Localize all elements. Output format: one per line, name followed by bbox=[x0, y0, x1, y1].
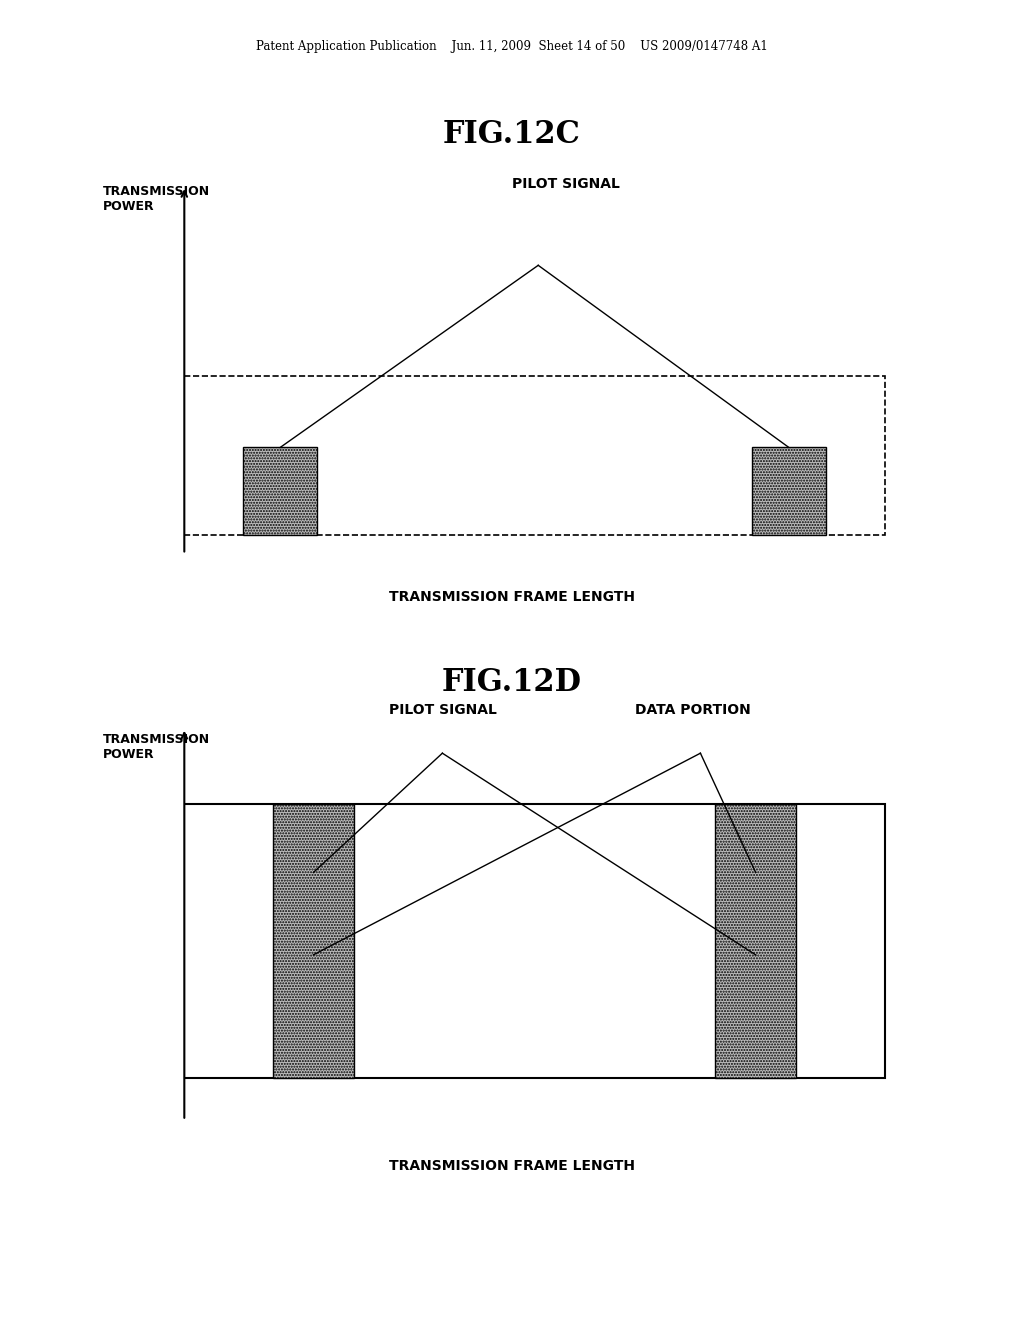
Text: TRANSMISSION
POWER: TRANSMISSION POWER bbox=[102, 185, 210, 213]
Text: TRANSMISSION FRAME LENGTH: TRANSMISSION FRAME LENGTH bbox=[389, 1159, 635, 1173]
Text: DATA PORTION: DATA PORTION bbox=[635, 702, 751, 717]
Text: PILOT SIGNAL: PILOT SIGNAL bbox=[512, 177, 620, 191]
Text: TRANSMISSION
POWER: TRANSMISSION POWER bbox=[102, 733, 210, 760]
Bar bbox=[715, 804, 797, 1078]
Text: FIG.12D: FIG.12D bbox=[442, 667, 582, 697]
Bar bbox=[752, 447, 825, 535]
Bar bbox=[244, 447, 317, 535]
Bar bbox=[184, 376, 885, 535]
Text: Patent Application Publication    Jun. 11, 2009  Sheet 14 of 50    US 2009/01477: Patent Application Publication Jun. 11, … bbox=[256, 40, 768, 53]
Bar bbox=[184, 804, 885, 1078]
Bar bbox=[272, 804, 354, 1078]
Text: PILOT SIGNAL: PILOT SIGNAL bbox=[389, 702, 497, 717]
Text: TRANSMISSION FRAME LENGTH: TRANSMISSION FRAME LENGTH bbox=[389, 590, 635, 605]
Text: FIG.12C: FIG.12C bbox=[443, 119, 581, 149]
